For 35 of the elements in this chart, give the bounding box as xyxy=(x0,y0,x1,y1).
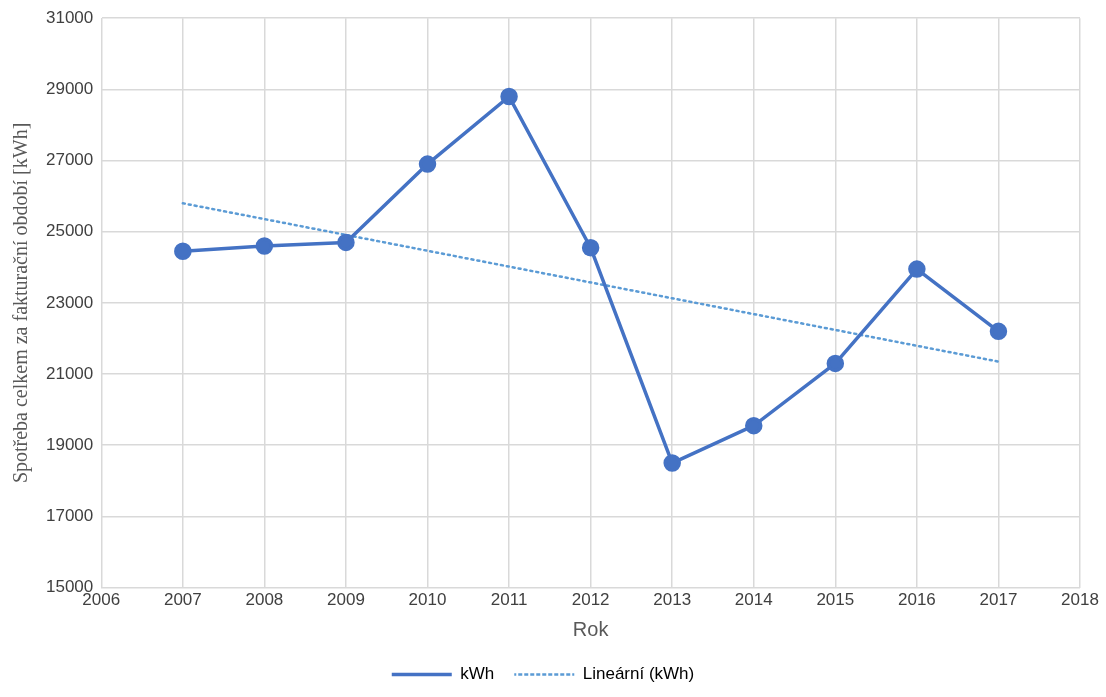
x-tick-label: 2016 xyxy=(897,590,936,610)
point xyxy=(826,354,845,373)
y-tick-label: 17000 xyxy=(45,506,94,526)
x-tick-label: 2014 xyxy=(734,590,773,610)
x-tick-label: 2015 xyxy=(816,590,855,610)
y-tick-label: 23000 xyxy=(45,292,94,312)
x-tick-label: 2018 xyxy=(1061,590,1099,610)
point xyxy=(663,454,681,472)
legend-label: kWh xyxy=(460,664,495,684)
x-tick-label: 2017 xyxy=(979,590,1018,610)
x-tick-label: 2011 xyxy=(490,590,528,610)
y-tick-label: 31000 xyxy=(45,7,94,27)
y-tick-label: 29000 xyxy=(45,79,94,99)
y-tick-label: 25000 xyxy=(45,221,94,241)
y-tick-label: 27000 xyxy=(45,150,94,170)
point xyxy=(908,260,926,278)
y-tick-label: 21000 xyxy=(45,363,94,383)
point xyxy=(581,238,600,257)
x-tick-label: 2009 xyxy=(327,590,365,610)
point xyxy=(337,233,355,252)
x-axis-title: Rok xyxy=(572,617,610,640)
y-axis-title: Spotřeba celkem za fakturační období [kWh] xyxy=(9,122,33,484)
x-tick-label: 2010 xyxy=(408,590,447,610)
x-tick-label: 2008 xyxy=(245,590,284,610)
point xyxy=(500,87,518,106)
y-tick-label: 19000 xyxy=(45,434,94,454)
point xyxy=(745,416,763,435)
x-tick-label: 2012 xyxy=(571,590,610,610)
point xyxy=(255,237,274,255)
point xyxy=(418,155,437,173)
x-tick-label: 2013 xyxy=(653,590,692,610)
x-tick-label: 2007 xyxy=(163,590,202,610)
point xyxy=(989,322,1008,341)
point xyxy=(174,242,192,261)
legend-label: Lineární (kWh) xyxy=(582,664,695,684)
